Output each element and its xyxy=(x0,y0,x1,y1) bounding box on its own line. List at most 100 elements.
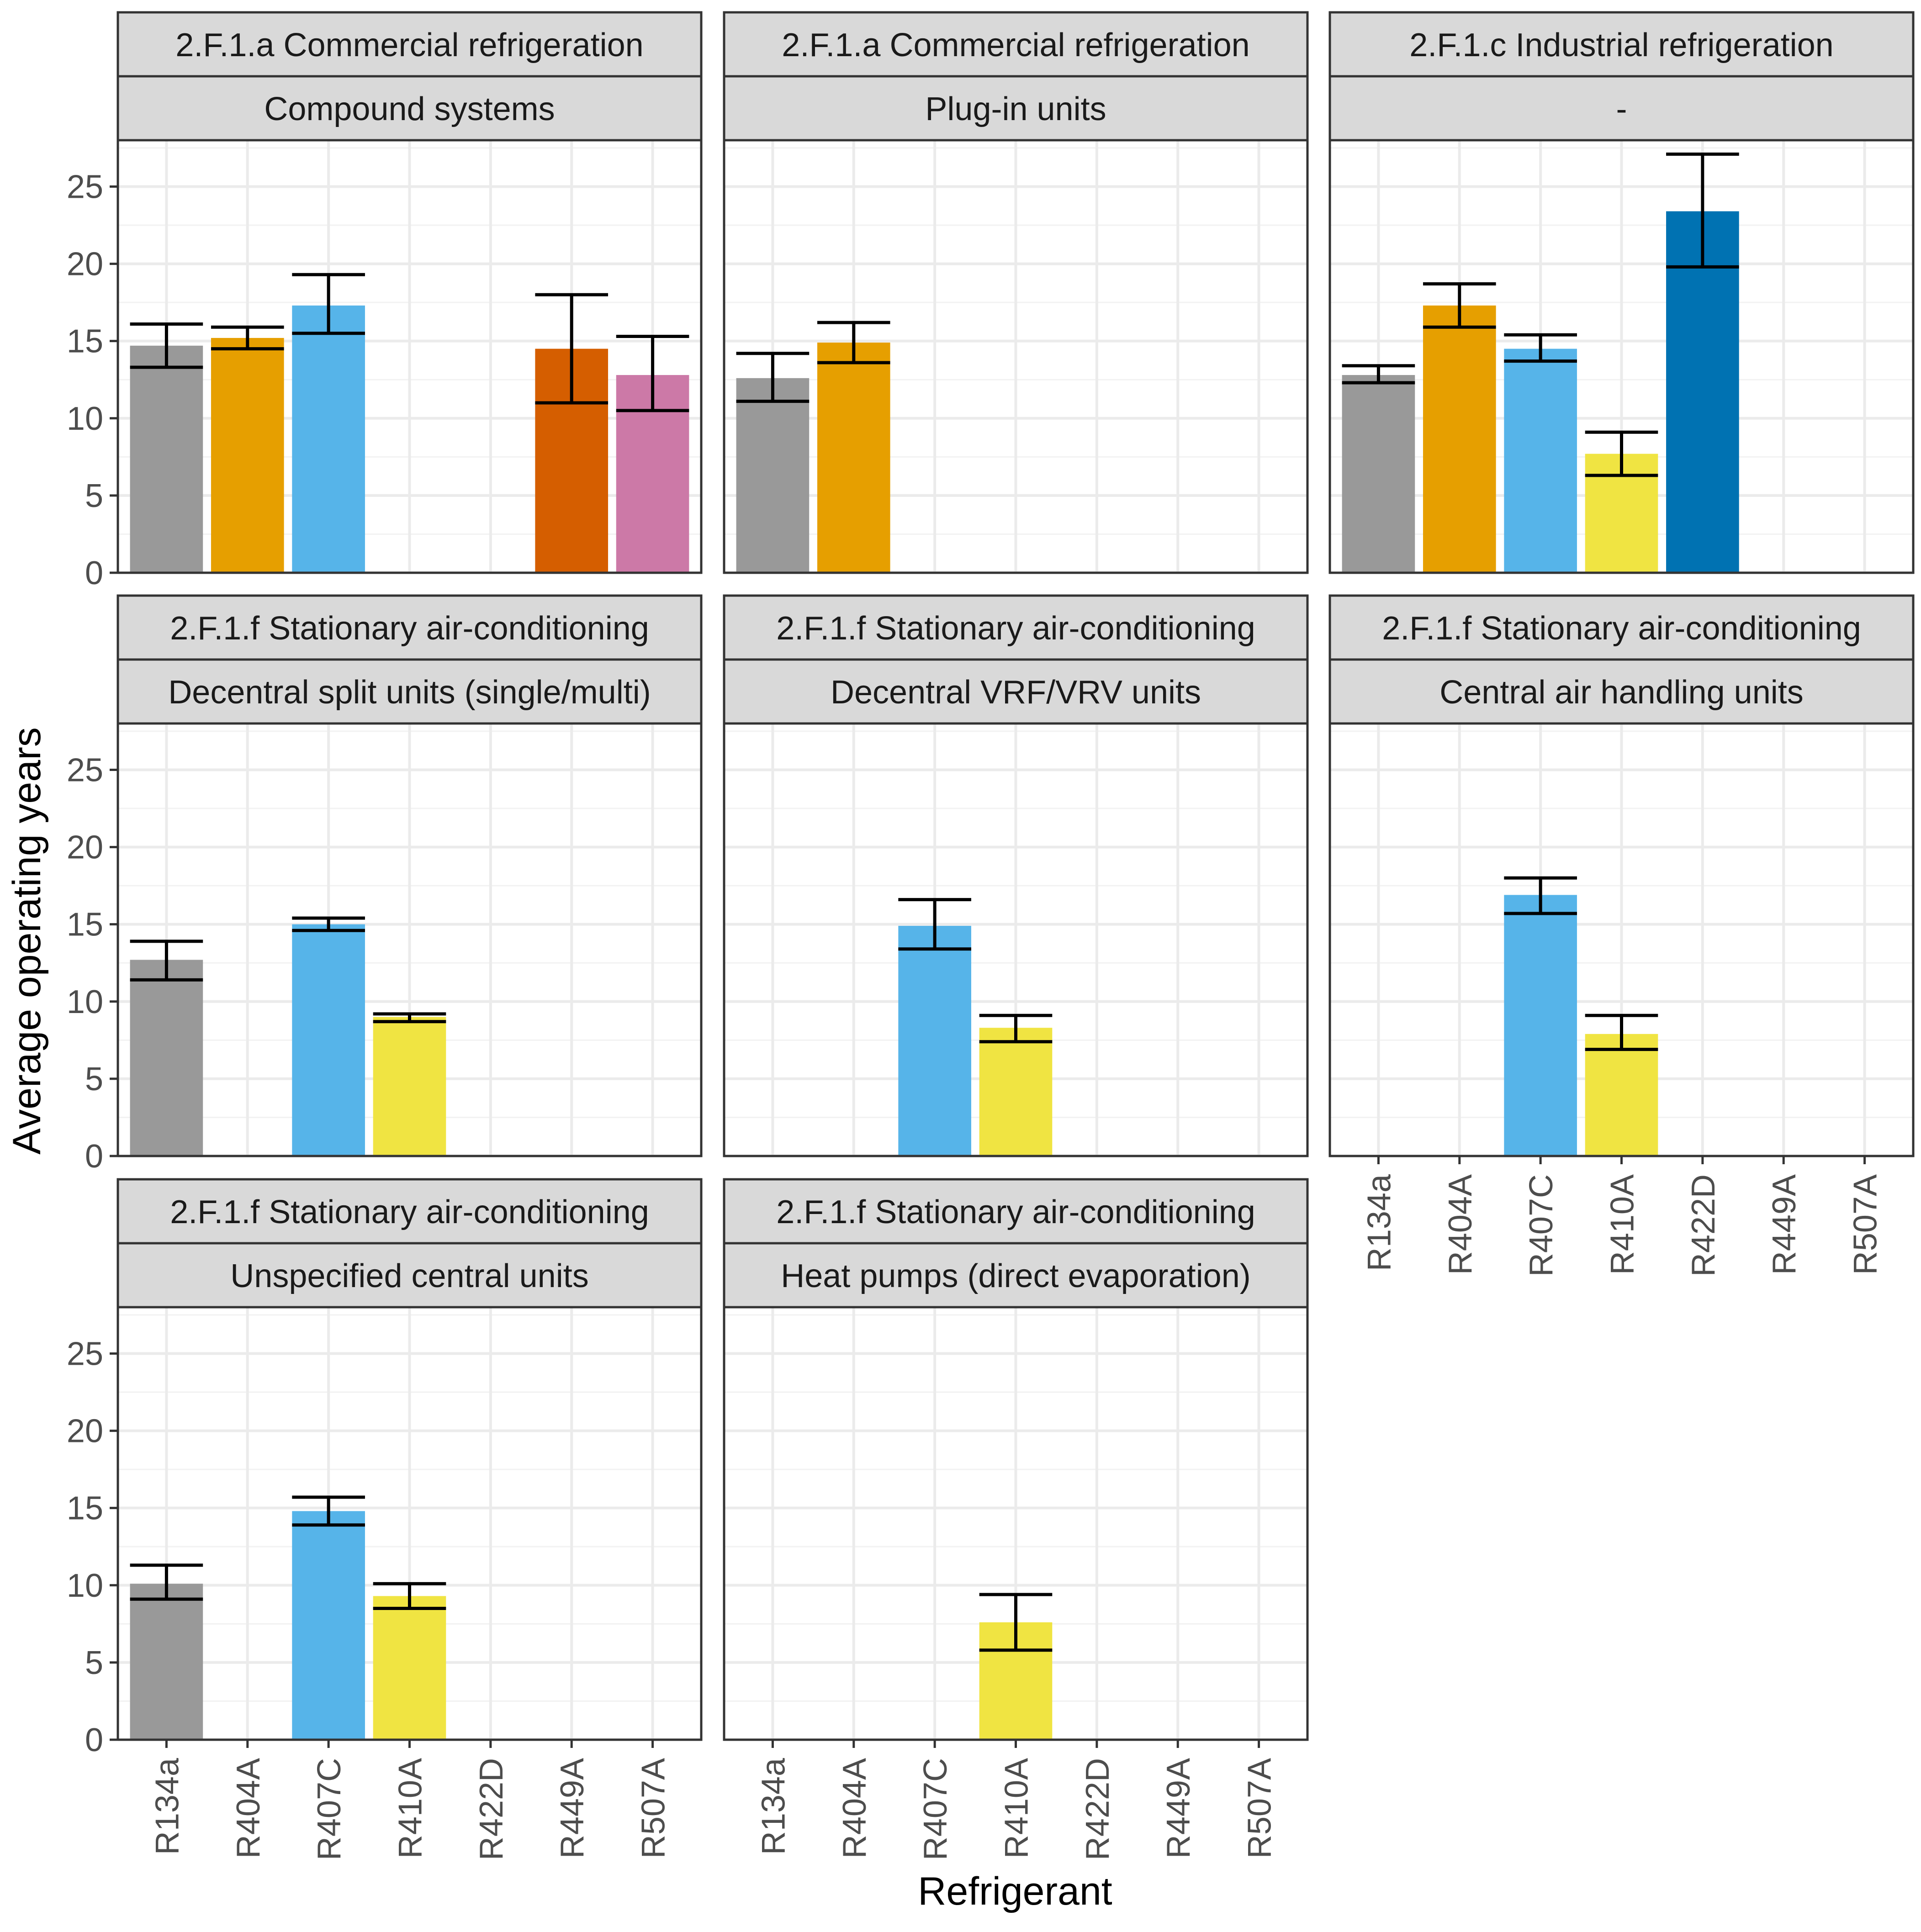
bar-R404A xyxy=(817,343,890,573)
strip-top-label: 2.F.1.f Stationary air-conditioning xyxy=(776,1194,1255,1230)
strip-bottom-box xyxy=(723,1242,1309,1309)
y-tick-label: 5 xyxy=(85,1061,103,1098)
y-tick-label: 5 xyxy=(85,1645,103,1681)
strip-top-label: 2.F.1.f Stationary air-conditioning xyxy=(170,610,649,647)
strip-top-box xyxy=(116,1178,703,1245)
bar-R410A xyxy=(979,1028,1053,1156)
bar-R134a xyxy=(130,960,203,1156)
strip-bottom-label: Compound systems xyxy=(264,91,555,127)
strip-bottom-box xyxy=(723,75,1309,142)
strip-top-box xyxy=(1328,594,1915,661)
y-tick-label: 0 xyxy=(85,555,103,591)
y-tick-label: 25 xyxy=(67,752,103,788)
strip-top-box xyxy=(116,594,703,661)
panel-border xyxy=(116,722,703,1157)
x-tick-label: R134a xyxy=(755,1758,792,1855)
facet-panel: 2.F.1.f Stationary air-conditioning Decen… xyxy=(67,594,703,1175)
strip-bottom-label: Heat pumps (direct evaporation) xyxy=(781,1258,1251,1294)
y-tick-label: 15 xyxy=(67,1490,103,1527)
strip-top-label: 2.F.1.f Stationary air-conditioning xyxy=(776,610,1255,647)
bar-R407C xyxy=(1504,895,1577,1156)
strip-bottom-label: - xyxy=(1616,91,1627,127)
strip-top-box xyxy=(116,11,703,78)
strip-top-box xyxy=(1328,11,1915,78)
x-tick-label: R410A xyxy=(1604,1174,1641,1275)
bar-R404A xyxy=(211,338,284,573)
facet-panel: 2.F.1.f Stationary air-conditioning Heat … xyxy=(723,1178,1309,1860)
bar-R404A xyxy=(1423,305,1496,573)
facet-panel: 2.F.1.c Industrial refrigeration - xyxy=(1328,11,1915,574)
x-tick-label: R422D xyxy=(473,1758,510,1860)
x-tick-label: R410A xyxy=(392,1758,429,1858)
strip-bottom-box xyxy=(116,75,703,142)
strip-bottom-label: Central air handling units xyxy=(1439,674,1803,711)
x-tick-label: R134a xyxy=(1361,1174,1397,1271)
strip-top-label: 2.F.1.a Commercial refrigeration xyxy=(175,27,643,63)
facet-panel: 2.F.1.a Commercial refrigeration Plug-in … xyxy=(723,11,1309,574)
bar-R422D xyxy=(1666,211,1739,573)
facet-panel: 2.F.1.f Stationary air-conditioning Unspe… xyxy=(67,1178,703,1860)
y-tick-label: 0 xyxy=(85,1138,103,1175)
strip-bottom-box xyxy=(723,658,1309,725)
bar-R410A xyxy=(1585,1034,1658,1156)
y-axis-title: Average operating years xyxy=(5,727,49,1154)
strip-bottom-label: Decentral split units (single/multi) xyxy=(168,674,651,711)
x-tick-label: R404A xyxy=(230,1758,267,1858)
x-tick-label: R404A xyxy=(1442,1174,1479,1275)
facet-panel: 2.F.1.f Stationary air-conditioning Centr… xyxy=(1328,594,1915,1277)
y-tick-label: 20 xyxy=(67,246,103,283)
y-tick-label: 25 xyxy=(67,1336,103,1372)
x-tick-label: R507A xyxy=(635,1758,672,1858)
panel-border xyxy=(723,722,1309,1157)
strip-bottom-label: Decentral VRF/VRV units xyxy=(831,674,1201,711)
strip-bottom-label: Plug-in units xyxy=(925,91,1106,127)
bar-R134a xyxy=(130,345,203,573)
strip-top-label: 2.F.1.c Industrial refrigeration xyxy=(1409,27,1833,63)
x-axis-title: Refrigerant xyxy=(918,1869,1112,1913)
panel-border xyxy=(723,139,1309,574)
y-tick-label: 25 xyxy=(67,169,103,205)
strip-top-label: 2.F.1.f Stationary air-conditioning xyxy=(170,1194,649,1230)
bar-R407C xyxy=(292,305,365,573)
bar-R407C xyxy=(898,926,971,1156)
bar-R410A xyxy=(373,1017,446,1156)
x-tick-label: R449A xyxy=(554,1758,591,1858)
bar-R134a xyxy=(736,378,810,573)
strip-bottom-box xyxy=(1328,75,1915,142)
strip-bottom-box xyxy=(116,1242,703,1309)
x-tick-label: R449A xyxy=(1160,1758,1197,1858)
y-tick-label: 0 xyxy=(85,1722,103,1758)
x-tick-label: R407C xyxy=(917,1758,954,1860)
strip-bottom-label: Unspecified central units xyxy=(230,1258,588,1294)
y-tick-label: 5 xyxy=(85,478,103,514)
y-tick-label: 15 xyxy=(67,907,103,943)
x-tick-label: R410A xyxy=(999,1758,1035,1858)
x-tick-label: R407C xyxy=(311,1758,348,1860)
y-tick-label: 15 xyxy=(67,323,103,360)
x-tick-label: R407C xyxy=(1523,1174,1560,1277)
bar-R134a xyxy=(130,1584,203,1740)
x-tick-label: R422D xyxy=(1080,1758,1116,1860)
x-tick-label: R134a xyxy=(149,1758,185,1855)
strip-bottom-box xyxy=(1328,658,1915,725)
x-tick-label: R507A xyxy=(1242,1758,1278,1858)
y-tick-label: 20 xyxy=(67,1413,103,1450)
x-tick-label: R507A xyxy=(1847,1174,1884,1275)
y-tick-label: 10 xyxy=(67,401,103,437)
panel-border xyxy=(116,139,703,574)
strip-top-box xyxy=(723,1178,1309,1245)
bar-R410A xyxy=(373,1596,446,1740)
bar-R134a xyxy=(1342,375,1415,573)
x-tick-label: R422D xyxy=(1685,1174,1722,1277)
y-tick-label: 10 xyxy=(67,984,103,1020)
facet-panel: 2.F.1.a Commercial refrigeration Compound… xyxy=(67,11,703,591)
facet-panel: 2.F.1.f Stationary air-conditioning Decen… xyxy=(723,594,1309,1157)
x-tick-label: R404A xyxy=(836,1758,873,1858)
bar-R407C xyxy=(292,924,365,1156)
strip-top-box xyxy=(723,11,1309,78)
strip-top-label: 2.F.1.a Commercial refrigeration xyxy=(782,27,1249,63)
strip-top-box xyxy=(723,594,1309,661)
x-tick-label: R449A xyxy=(1766,1174,1803,1275)
